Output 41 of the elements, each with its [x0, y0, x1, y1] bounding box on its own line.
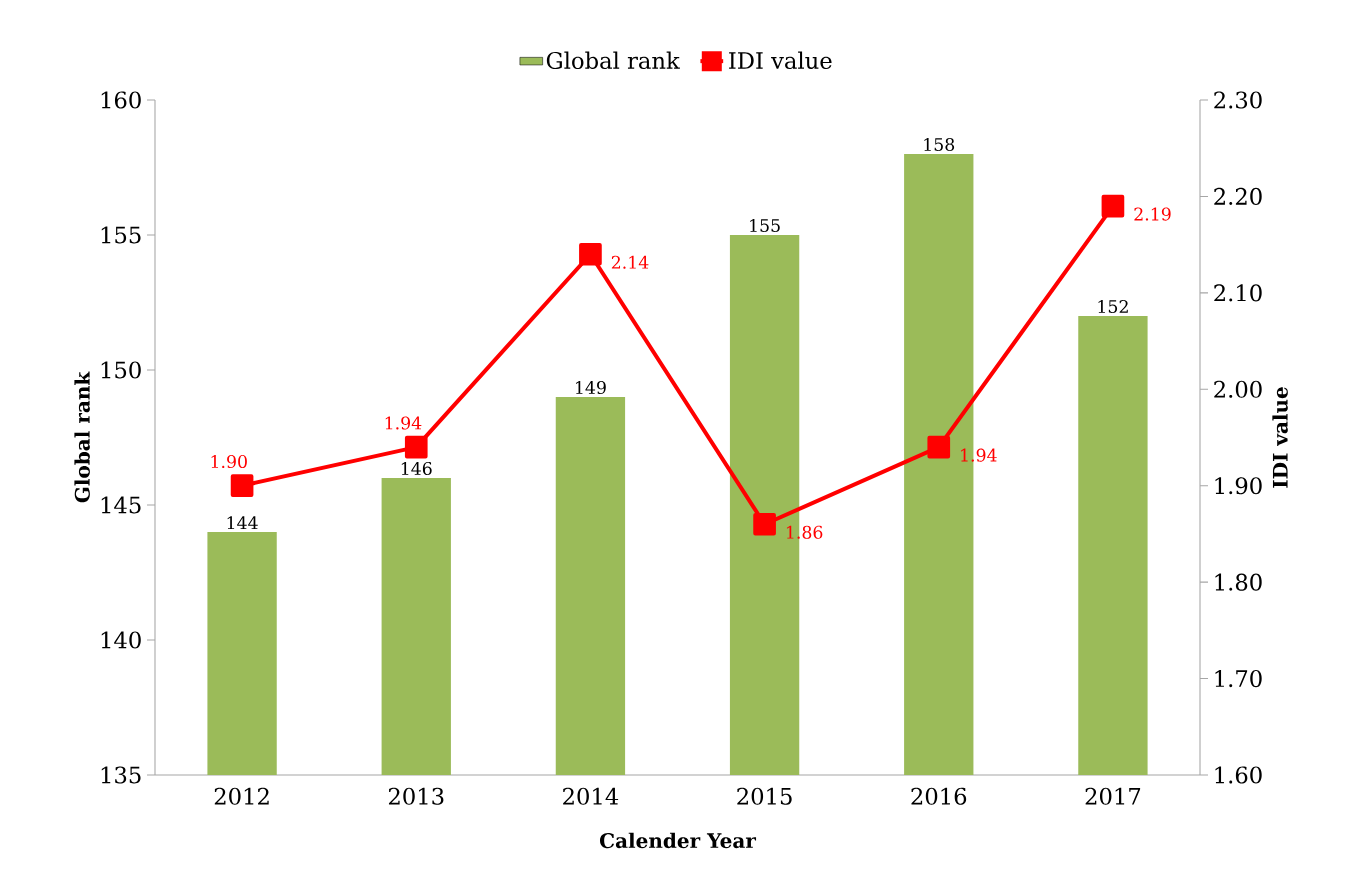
data-label: 146	[401, 461, 432, 476]
y2-tick-label: 2.10	[1214, 284, 1262, 302]
y-tick-label: 135	[101, 766, 141, 784]
point	[404, 435, 428, 459]
y2-tick-label: 1.90	[1215, 477, 1262, 495]
y-tick-label: 150	[101, 361, 141, 379]
x-tick-label: 2017	[1085, 787, 1141, 805]
point	[753, 512, 776, 536]
legend-label: IDI value	[729, 51, 832, 70]
x-tick-label: 2016	[911, 787, 967, 805]
data-label: 1.90	[211, 455, 247, 469]
y2-tick-label: 1.80	[1215, 573, 1262, 591]
point	[1101, 194, 1125, 218]
x-tick-label: 2014	[563, 787, 619, 805]
x-axis-title: Calender Year	[599, 832, 757, 849]
y2-axis-title: IDI value	[1272, 387, 1288, 488]
y-tick-label: 160	[101, 91, 141, 109]
y2-tick-label: 1.60	[1215, 766, 1262, 784]
y2-tick-label: 1.70	[1215, 669, 1262, 688]
legend-label: Global rank	[546, 51, 680, 70]
x-tick-label: 2013	[388, 787, 444, 805]
y-tick-label: 145	[101, 496, 141, 514]
y-tick-label: 155	[101, 226, 141, 244]
point	[230, 474, 254, 498]
y2-tick-label: 2.30	[1214, 91, 1262, 109]
data-label: 2.14	[611, 255, 649, 269]
data-label: 155	[750, 218, 780, 233]
y2-tick-label: 2.00	[1214, 380, 1262, 398]
y2-tick-label: 2.20	[1214, 187, 1262, 205]
data-label: 2.19	[1134, 207, 1171, 221]
point	[927, 435, 951, 459]
y-tick-label: 140	[101, 631, 141, 649]
data-label: 144	[227, 516, 258, 530]
x-tick-label: 2012	[214, 787, 269, 805]
point	[579, 242, 602, 266]
x-tick-label: 2015	[737, 787, 792, 805]
data-label: 149	[575, 380, 606, 395]
data-label: 152	[1098, 299, 1128, 314]
y-axis-title: Global rank	[74, 371, 90, 503]
data-label: 1.94	[385, 416, 422, 430]
data-label: 158	[924, 137, 955, 152]
